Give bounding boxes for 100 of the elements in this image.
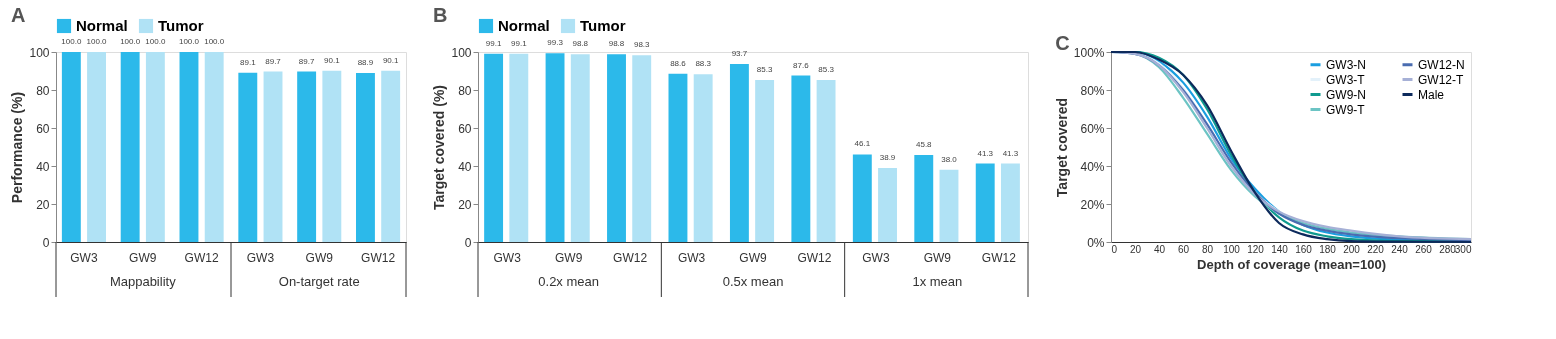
bar xyxy=(87,52,106,242)
data-label: 45.8 xyxy=(915,139,933,149)
x-tick-label: GW12 xyxy=(361,250,396,265)
bar xyxy=(570,54,590,242)
y-axis-title: Target covered (%) xyxy=(431,85,448,210)
x-tick-label: 20 xyxy=(1129,243,1142,255)
bar xyxy=(816,79,836,242)
data-label: 88.3 xyxy=(695,59,712,69)
bar xyxy=(204,52,224,242)
text: 0.2x mean xyxy=(538,274,599,289)
data-label: 99.1 xyxy=(511,38,528,48)
bar xyxy=(238,72,258,242)
bar xyxy=(975,163,995,242)
bar xyxy=(632,55,652,242)
bar xyxy=(509,53,529,242)
data-label: 98.3 xyxy=(633,40,651,50)
bar xyxy=(607,54,626,242)
bar xyxy=(914,154,934,242)
data-label: 100.0 xyxy=(61,37,82,46)
y-tick-label: 100% xyxy=(1073,45,1105,60)
y-tick-label: 80% xyxy=(1080,83,1105,98)
bar xyxy=(939,169,959,242)
data-label: 41.3 xyxy=(1002,148,1019,158)
bar xyxy=(297,71,317,242)
legend-label: GW3-T xyxy=(1326,72,1366,87)
y-axis-title: Target covered xyxy=(1053,97,1070,198)
x-tick-label: GW12 xyxy=(981,250,1017,265)
data-label: 89.1 xyxy=(240,57,257,67)
legend-label: GW9-N xyxy=(1326,87,1366,102)
x-tick-label: 260 xyxy=(1415,243,1433,255)
x-axis-title: Depth of coverage (mean=100) xyxy=(1197,256,1386,272)
x-tick-label: GW12 xyxy=(613,250,648,265)
y-tick-label: 20 xyxy=(36,197,50,212)
data-label: 90.1 xyxy=(382,55,399,65)
y-tick-label: 60% xyxy=(1080,121,1105,136)
y-tick-label: 0% xyxy=(1087,235,1105,250)
data-label: 100.0 xyxy=(204,37,225,46)
y-tick-label: 60 xyxy=(36,121,50,136)
bar xyxy=(545,53,565,242)
y-tick-label: 40 xyxy=(458,159,472,174)
chart-title: C xyxy=(1055,32,1070,54)
data-label: 99.3 xyxy=(547,38,564,48)
legend-label: Male xyxy=(1418,87,1445,102)
data-label: 98.8 xyxy=(608,39,625,49)
bar xyxy=(322,70,342,242)
x-tick-label: GW9 xyxy=(923,250,952,265)
x-tick-label: GW9 xyxy=(305,250,334,265)
bar xyxy=(693,74,713,242)
x-tick-label: GW12 xyxy=(184,250,219,265)
data-label: 41.3 xyxy=(977,148,994,158)
text: 1x mean xyxy=(912,274,963,289)
legend-label: Normal xyxy=(498,17,550,34)
x-tick-label: 300 xyxy=(1454,243,1472,255)
data-label: 87.6 xyxy=(793,60,810,70)
x-tick-label: GW9 xyxy=(129,250,157,265)
bar xyxy=(791,75,811,242)
y-tick-label: 100 xyxy=(29,45,50,60)
data-label: 85.3 xyxy=(756,64,773,74)
x-tick-label: 80 xyxy=(1201,243,1214,255)
x-tick-label: 140 xyxy=(1271,243,1289,255)
text: 0.5x mean xyxy=(722,274,784,289)
y-tick-label: 40% xyxy=(1080,159,1105,174)
x-tick-label: 200 xyxy=(1343,243,1361,255)
data-label: 38.0 xyxy=(941,154,958,164)
x-tick-label: 0 xyxy=(1111,243,1118,255)
bar xyxy=(755,79,775,242)
bar xyxy=(484,53,504,242)
legend-label: GW9-T xyxy=(1326,102,1366,117)
x-tick-label: 160 xyxy=(1295,243,1313,255)
x-tick-label: GW9 xyxy=(554,250,583,265)
bar xyxy=(263,71,283,242)
bar xyxy=(120,52,140,242)
chart-title: A xyxy=(10,4,26,26)
x-tick-label: 220 xyxy=(1367,243,1385,255)
y-tick-label: 80 xyxy=(458,83,472,98)
bar xyxy=(381,70,401,242)
chart-title: B xyxy=(432,4,448,26)
data-label: 99.1 xyxy=(485,38,502,48)
x-tick-label: 100 xyxy=(1223,243,1241,255)
x-tick-label: 240 xyxy=(1391,243,1409,255)
bar xyxy=(729,63,749,242)
bar xyxy=(145,52,165,242)
x-tick-label: GW3 xyxy=(862,250,890,265)
data-label: 88.9 xyxy=(357,58,374,68)
data-label: 93.7 xyxy=(731,48,748,58)
x-tick-label: GW3 xyxy=(493,250,522,265)
bar xyxy=(356,73,375,242)
data-label: 89.7 xyxy=(265,56,282,66)
data-label: 85.3 xyxy=(818,64,835,74)
data-label: 100.0 xyxy=(145,37,166,46)
data-label: 100.0 xyxy=(86,37,108,46)
data-label: 46.1 xyxy=(854,139,871,149)
y-tick-label: 80 xyxy=(36,83,50,98)
y-tick-label: 100 xyxy=(451,45,472,60)
y-tick-label: 60 xyxy=(458,121,472,136)
x-tick-label: GW12 xyxy=(797,250,832,265)
data-label: 90.1 xyxy=(324,55,341,65)
data-label: 88.6 xyxy=(670,58,687,68)
y-tick-label: 20 xyxy=(458,197,472,212)
x-tick-label: 120 xyxy=(1247,243,1265,255)
